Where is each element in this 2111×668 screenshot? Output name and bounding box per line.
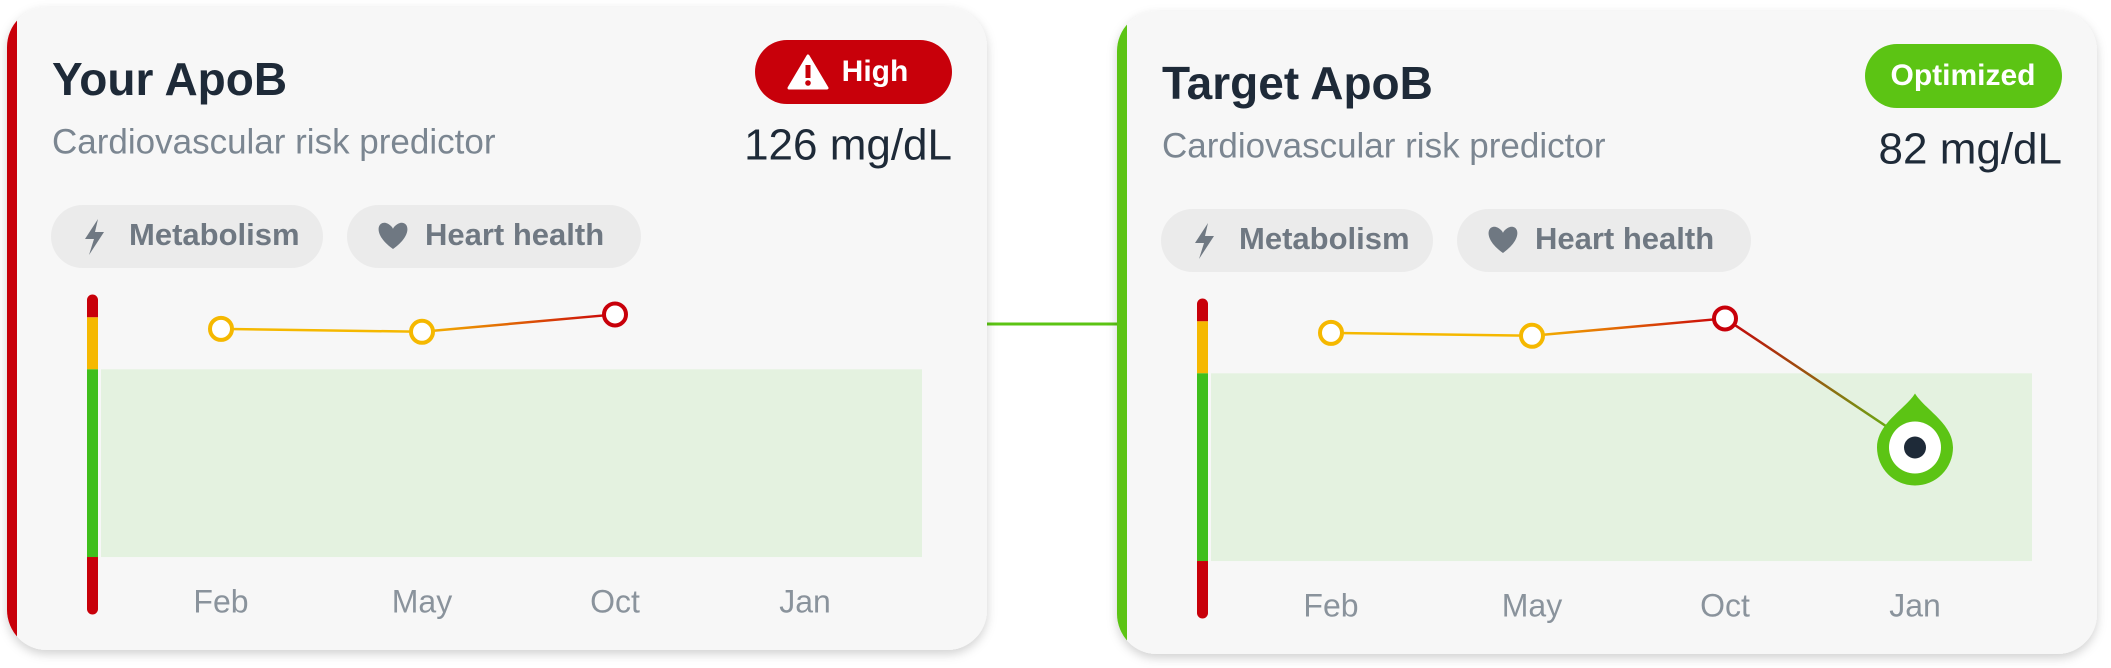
accent-strip — [7, 7, 17, 650]
trend-segment — [421, 313, 616, 334]
badge-label: Optimized — [1890, 59, 2035, 92]
zone-segment — [1197, 373, 1208, 562]
trend-segment — [1531, 317, 1726, 338]
card-subtitle: Cardiovascular risk predictor — [1162, 126, 1606, 165]
x-tick-label: Jan — [1889, 587, 1941, 623]
warning-dot — [805, 80, 811, 86]
tag-pill — [1161, 209, 1433, 272]
card-title: Target ApoB — [1162, 57, 1433, 109]
data-point — [1712, 305, 1738, 332]
zone-cap — [1197, 298, 1208, 310]
data-point — [602, 301, 628, 328]
tag-label: Heart health — [425, 217, 604, 252]
target-range-band — [101, 369, 922, 558]
target-marker — [1877, 393, 1953, 486]
tag-pill — [1457, 209, 1751, 272]
x-tick-label: May — [1502, 587, 1562, 623]
x-tick-label: Oct — [1700, 587, 1750, 623]
data-point — [409, 318, 435, 345]
data-point — [1519, 322, 1545, 349]
zone-cap — [87, 603, 98, 615]
tag-label: Metabolism — [1239, 221, 1410, 256]
trend-segment — [1724, 317, 1916, 447]
badge-label: High — [842, 55, 909, 88]
tag-label: Heart health — [1535, 221, 1714, 256]
target-dot — [1904, 436, 1926, 459]
data-point — [1318, 319, 1344, 346]
zone-segment — [87, 317, 98, 370]
trend-segment — [1330, 331, 1533, 338]
reading-value: 82 mg/dL — [1879, 125, 2062, 174]
card: Your ApoB Cardiovascular risk predictor Hi… — [7, 7, 987, 650]
zone-cap — [1197, 607, 1208, 619]
heart-icon — [378, 222, 408, 249]
card-title: Your ApoB — [52, 53, 287, 105]
heart-icon — [1488, 226, 1518, 253]
x-tick-label: May — [392, 583, 452, 619]
warning-bar — [805, 65, 811, 78]
data-point — [208, 315, 234, 342]
x-tick-label: Feb — [1303, 587, 1358, 623]
zone-segment — [1197, 321, 1208, 374]
x-tick-label: Jan — [779, 583, 831, 619]
x-tick-label: Oct — [590, 583, 640, 619]
zone-segment — [1197, 561, 1208, 613]
card-accent — [7, 7, 17, 650]
zone-segment — [87, 369, 98, 558]
zone-cap — [87, 294, 98, 306]
accent-strip — [1117, 11, 1127, 654]
tag-pill — [347, 205, 641, 268]
x-tick-label: Feb — [193, 583, 248, 619]
zone-segment — [87, 557, 98, 609]
tag-label: Metabolism — [129, 217, 300, 252]
zone-segment — [87, 300, 98, 318]
status-badge — [1865, 44, 2062, 108]
trend-segment — [220, 327, 423, 334]
zone-segment — [1197, 304, 1208, 322]
card-subtitle: Cardiovascular risk predictor — [52, 122, 496, 161]
bolt-icon — [1195, 223, 1214, 259]
card: Target ApoB Cardiovascular risk predictor… — [1117, 11, 2097, 654]
tag-pill — [51, 205, 323, 268]
warning-icon — [787, 54, 829, 90]
reading-value: 126 mg/dL — [744, 121, 952, 170]
card-accent — [1117, 11, 1127, 654]
bolt-icon — [85, 219, 104, 255]
